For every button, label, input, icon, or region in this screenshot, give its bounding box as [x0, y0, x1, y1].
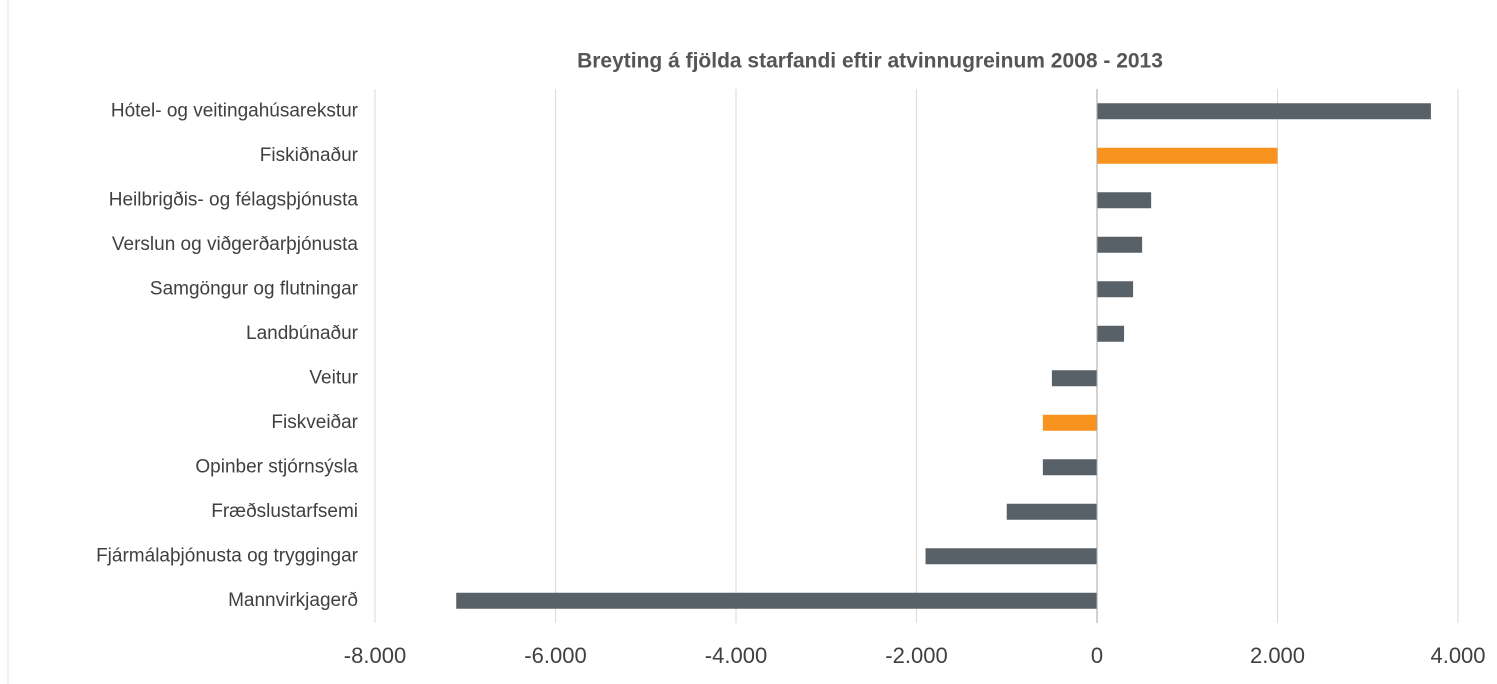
bar [925, 548, 1097, 565]
y-tick-label: Samgöngur og flutningar [150, 278, 359, 299]
y-tick-label: Fiskiðnaður [260, 145, 359, 166]
x-tick-label: -8.000 [344, 643, 406, 668]
bar [1006, 503, 1097, 520]
bar [1097, 103, 1431, 120]
y-tick-label: Fiskveiðar [271, 412, 358, 433]
y-tick-label: Veitur [309, 367, 358, 388]
y-tick-label: Fjármálaþjónusta og tryggingar [96, 545, 359, 566]
bar [1097, 147, 1278, 164]
bar [1051, 370, 1097, 387]
y-tick-label: Verslun og viðgerðarþjónusta [112, 234, 359, 255]
bar [1097, 281, 1134, 298]
bar [1042, 414, 1097, 431]
y-tick-label: Heilbrigðis- og félagsþjónusta [109, 189, 359, 210]
chart-title: Breyting á fjölda starfandi eftir atvinn… [577, 50, 1163, 73]
bar [1097, 325, 1125, 342]
y-tick-label: Mannvirkjagerð [228, 590, 358, 611]
bar [1097, 192, 1152, 209]
bar [1097, 236, 1143, 253]
bar [456, 592, 1098, 609]
x-tick-label: -4.000 [705, 643, 767, 668]
y-tick-label: Hótel- og veitingahúsarekstur [111, 100, 359, 121]
x-tick-label: 0 [1091, 643, 1103, 668]
x-tick-label: -6.000 [524, 643, 586, 668]
x-tick-label: -2.000 [885, 643, 947, 668]
bar [1042, 459, 1097, 476]
x-tick-label: 2.000 [1250, 643, 1305, 668]
y-tick-label: Opinber stjórnsýsla [195, 456, 358, 477]
x-tick-label: 4.000 [1430, 643, 1485, 668]
y-tick-label: Fræðslustarfsemi [211, 501, 358, 522]
y-tick-label: Landbúnaður [246, 323, 359, 344]
